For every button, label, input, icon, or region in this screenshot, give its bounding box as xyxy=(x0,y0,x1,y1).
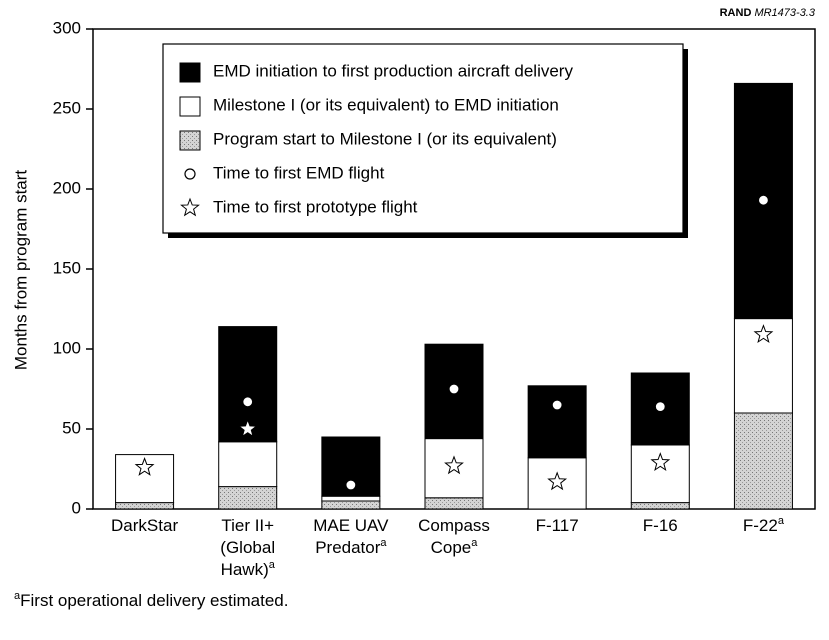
legend-swatch xyxy=(179,130,201,151)
marker-circle xyxy=(242,396,254,408)
x-tick-label-line: F-22 xyxy=(743,516,778,535)
marker-circle xyxy=(654,401,666,413)
legend-label: Time to first prototype flight xyxy=(213,197,418,216)
y-tick-label: 100 xyxy=(53,338,81,357)
footnote: aFirst operational delivery estimated. xyxy=(14,590,288,611)
y-tick-label: 150 xyxy=(53,258,81,277)
x-tick-label-line: MAE UAV xyxy=(313,516,389,535)
legend-box xyxy=(162,43,684,234)
marker-circle xyxy=(551,399,563,411)
x-tick-label: DarkStar xyxy=(111,516,178,535)
x-tick-label-line: Compass xyxy=(418,516,490,535)
x-tick-label-line: Predator xyxy=(315,538,381,557)
marker-star xyxy=(134,456,155,476)
source: RAND MR1473-3.3 xyxy=(720,7,816,19)
legend-swatch xyxy=(179,96,201,117)
y-tick-label: 0 xyxy=(72,498,81,517)
y-tick-label: 300 xyxy=(53,18,81,37)
x-tick-label: F-22a xyxy=(743,515,785,536)
x-tick-note: a xyxy=(778,515,785,527)
bar-segment xyxy=(424,497,484,510)
bar-segment xyxy=(527,385,587,459)
legend-label: Milestone I (or its equivalent) to EMD i… xyxy=(213,95,559,114)
x-tick-label-line: Hawk) xyxy=(221,560,269,579)
x-tick-label: F-16 xyxy=(643,516,678,535)
bar-segment xyxy=(218,441,278,488)
x-tick-label: F-117 xyxy=(536,516,579,535)
x-tick-label-line: Tier II+ xyxy=(221,516,274,535)
marker-star xyxy=(237,418,258,438)
marker-star xyxy=(547,471,568,491)
bar-segment xyxy=(630,502,690,510)
footnote-mark: a xyxy=(14,590,21,602)
legend-label: Program start to Milestone I (or its equ… xyxy=(213,129,557,148)
x-tick-note: a xyxy=(380,537,387,549)
marker-star xyxy=(444,455,464,475)
marker-circle xyxy=(345,479,357,491)
bar-segment xyxy=(321,500,381,510)
marker-star xyxy=(753,324,774,344)
source-id: MR1473-3.3 xyxy=(754,7,815,19)
x-tick-label-line: (Global xyxy=(220,538,275,557)
y-axis-label: Months from program start xyxy=(11,170,30,371)
bar-segment xyxy=(321,495,381,502)
bar-segment xyxy=(115,502,175,510)
x-tick-note: a xyxy=(269,559,276,571)
legend-label: Time to first EMD flight xyxy=(213,163,385,182)
x-tick-label-line: F-16 xyxy=(643,516,678,535)
bar-segment xyxy=(733,412,793,510)
legend-swatch xyxy=(179,62,201,83)
source-org: RAND xyxy=(720,7,752,19)
legend-star xyxy=(180,197,200,217)
x-tick-note: a xyxy=(471,537,478,549)
bar-segment xyxy=(218,486,278,510)
legend-circle xyxy=(184,168,196,180)
x-tick-label: Compass Copea xyxy=(418,516,490,557)
marker-circle xyxy=(448,383,460,395)
y-tick-label: 250 xyxy=(53,98,81,117)
x-tick-label-line: F-117 xyxy=(536,516,579,535)
y-tick-label: 50 xyxy=(62,418,81,437)
x-tick-label-line: DarkStar xyxy=(111,516,178,535)
marker-star xyxy=(650,452,671,472)
x-tick-label: MAE UAV Predatora xyxy=(313,516,389,557)
x-tick-label-line: Cope xyxy=(431,538,472,557)
marker-circle xyxy=(757,194,770,206)
legend-label: EMD initiation to first production aircr… xyxy=(213,61,573,80)
y-tick-label: 200 xyxy=(53,178,81,197)
footnote-text: First operational delivery estimated. xyxy=(20,591,288,610)
x-tick-label: Tier II+ (Global Hawk)a xyxy=(220,516,275,579)
